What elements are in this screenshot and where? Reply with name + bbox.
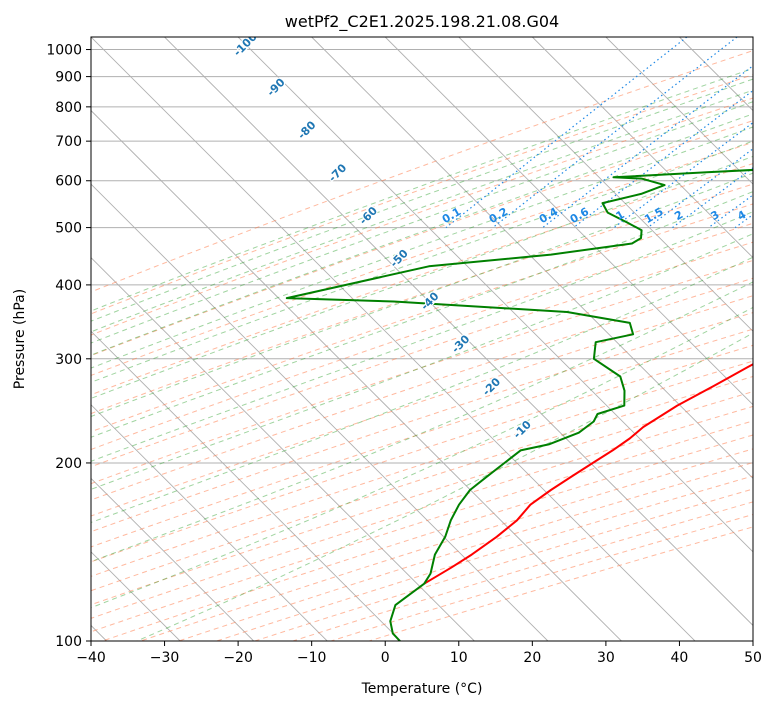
y-tick-label: 100 [55,634,82,650]
dewpoint-profile [285,168,753,641]
chart-title: wetPf2_C2E1.2025.198.21.08.G04 [285,12,559,32]
y-tick-label: 200 [55,456,82,472]
dry-adiabat [292,501,753,641]
isotherm-line [237,37,753,553]
dry-adiabat [91,241,753,468]
dry-adiabat [102,434,753,641]
axes: −40 −30 −20 −10 0 10 20 30 40 50 100 200 300 400 500 60… [46,43,762,666]
dry-adiabat [91,183,753,415]
moist-adiabat [91,306,753,609]
y-tick-label: 800 [55,100,82,116]
x-tick-label: −30 [150,650,180,666]
dry-adiabat [369,526,753,641]
dry-adiabat [91,328,753,548]
y-tick-label: 300 [55,352,82,368]
mixing-ratio-line [647,148,753,229]
moist-adiabat [91,113,753,356]
isotherm-line [91,404,328,641]
plot-frame [90,36,754,642]
x-tick-label: 20 [523,650,541,666]
dry-adiabat [91,259,753,485]
dry-adiabat [91,344,753,563]
y-tick-label: 1000 [46,43,82,59]
isotherm-line [91,257,475,641]
isotherm-line [384,37,753,406]
moist-adiabat [91,89,753,333]
dry-adiabat [91,375,753,592]
dry-adiabat [91,50,753,293]
moist-adiabat [91,233,753,490]
y-tick-label: 400 [55,278,82,294]
x-tick-label: 0 [381,650,390,666]
x-tick-label: −20 [223,650,253,666]
isotherm-line [91,109,622,641]
moist-adiabat [136,332,753,641]
mixing-ratio-line [573,89,753,229]
moist-adiabat [91,256,753,524]
moist-adiabat [91,172,753,418]
x-tick-label: 10 [450,650,468,666]
y-tick-label: 600 [55,174,82,190]
dry-adiabat [91,74,753,315]
x-tick-label: −10 [297,650,327,666]
isotherm-line [91,183,549,641]
dry-adiabat [91,405,753,619]
x-tick-label: 50 [744,650,762,666]
y-tick-label: 500 [55,221,82,237]
moist-adiabat [91,140,753,383]
x-tick-label: 30 [597,650,615,666]
isotherm-line [164,37,753,627]
temperature-profile [423,363,753,585]
y-tick-label: 900 [55,70,82,86]
moist-adiabat [91,281,753,563]
x-tick-label: 40 [671,650,689,666]
x-axis-label: Temperature (°C) [361,681,483,697]
y-tick-label: 700 [55,134,82,150]
y-axis-label: Pressure (hPa) [12,289,28,389]
mixing-ratio-line [445,37,688,229]
dry-adiabat [91,163,753,396]
isotherm-line [605,37,753,185]
moist-adiabat [91,126,753,369]
x-tick-label: −40 [76,650,106,666]
isotherm-line [91,330,402,641]
isotherm-line [91,37,696,641]
dry-adiabat [140,448,753,641]
plot-area [91,37,753,641]
moist-adiabat [91,67,753,312]
moist-adiabat [91,155,753,399]
dry-adiabat [216,475,753,641]
dry-adiabat [91,312,753,533]
dry-adiabat [91,97,753,336]
moist-adiabat [91,78,753,322]
